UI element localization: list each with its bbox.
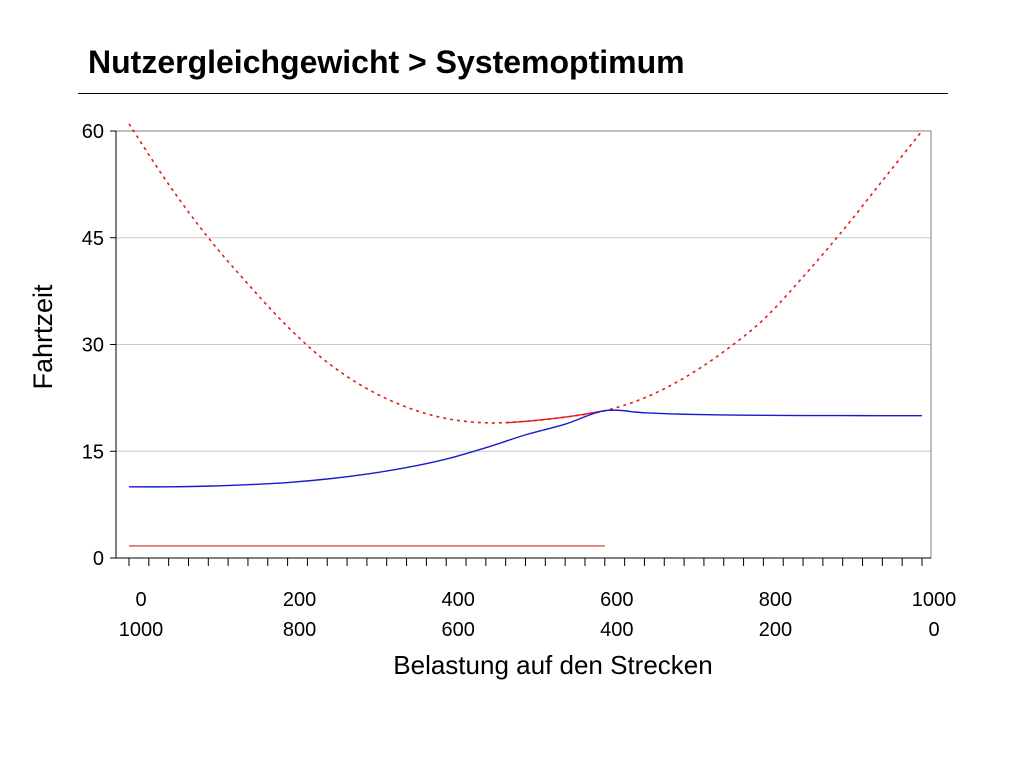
y-axis-label: Fahrtzeit (28, 284, 58, 390)
x-tick-label-bottom: 0 (928, 619, 939, 641)
axes: 0153045600100020080040060060040080020010… (82, 121, 957, 641)
x-tick-label-top: 200 (283, 589, 316, 611)
x-tick-label-top: 400 (442, 589, 475, 611)
y-tick-label: 60 (82, 121, 104, 143)
y-tick-label: 45 (82, 228, 104, 250)
x-tick-label-bottom: 400 (600, 619, 633, 641)
x-tick-label-bottom: 800 (283, 619, 316, 641)
series-layer (128, 123, 923, 547)
series-line-2-blue-solid (128, 409, 923, 488)
x-tick-label-bottom: 600 (442, 619, 475, 641)
x-tick-label-bottom: 200 (759, 619, 792, 641)
y-tick-label: 0 (93, 548, 104, 570)
title-rule (78, 93, 948, 94)
grid-lines (116, 130, 931, 452)
x-axis-label: Belastung auf den Strecken (393, 650, 712, 680)
slide-title: Nutzergleichgewicht > Systemoptimum (88, 44, 685, 80)
x-tick-label-bottom: 1000 (119, 619, 164, 641)
axis-labels: Fahrtzeit Belastung auf den Strecken (28, 284, 713, 680)
series-line-0-red-dotted (128, 123, 923, 424)
x-tick-label-top: 600 (600, 589, 633, 611)
x-tick-label-top: 1000 (912, 589, 957, 611)
y-tick-label: 15 (82, 441, 104, 463)
x-tick-label-top: 0 (135, 589, 146, 611)
series-line-1-red-solid (505, 409, 605, 424)
y-tick-label: 30 (82, 335, 104, 357)
x-tick-label-top: 800 (759, 589, 792, 611)
